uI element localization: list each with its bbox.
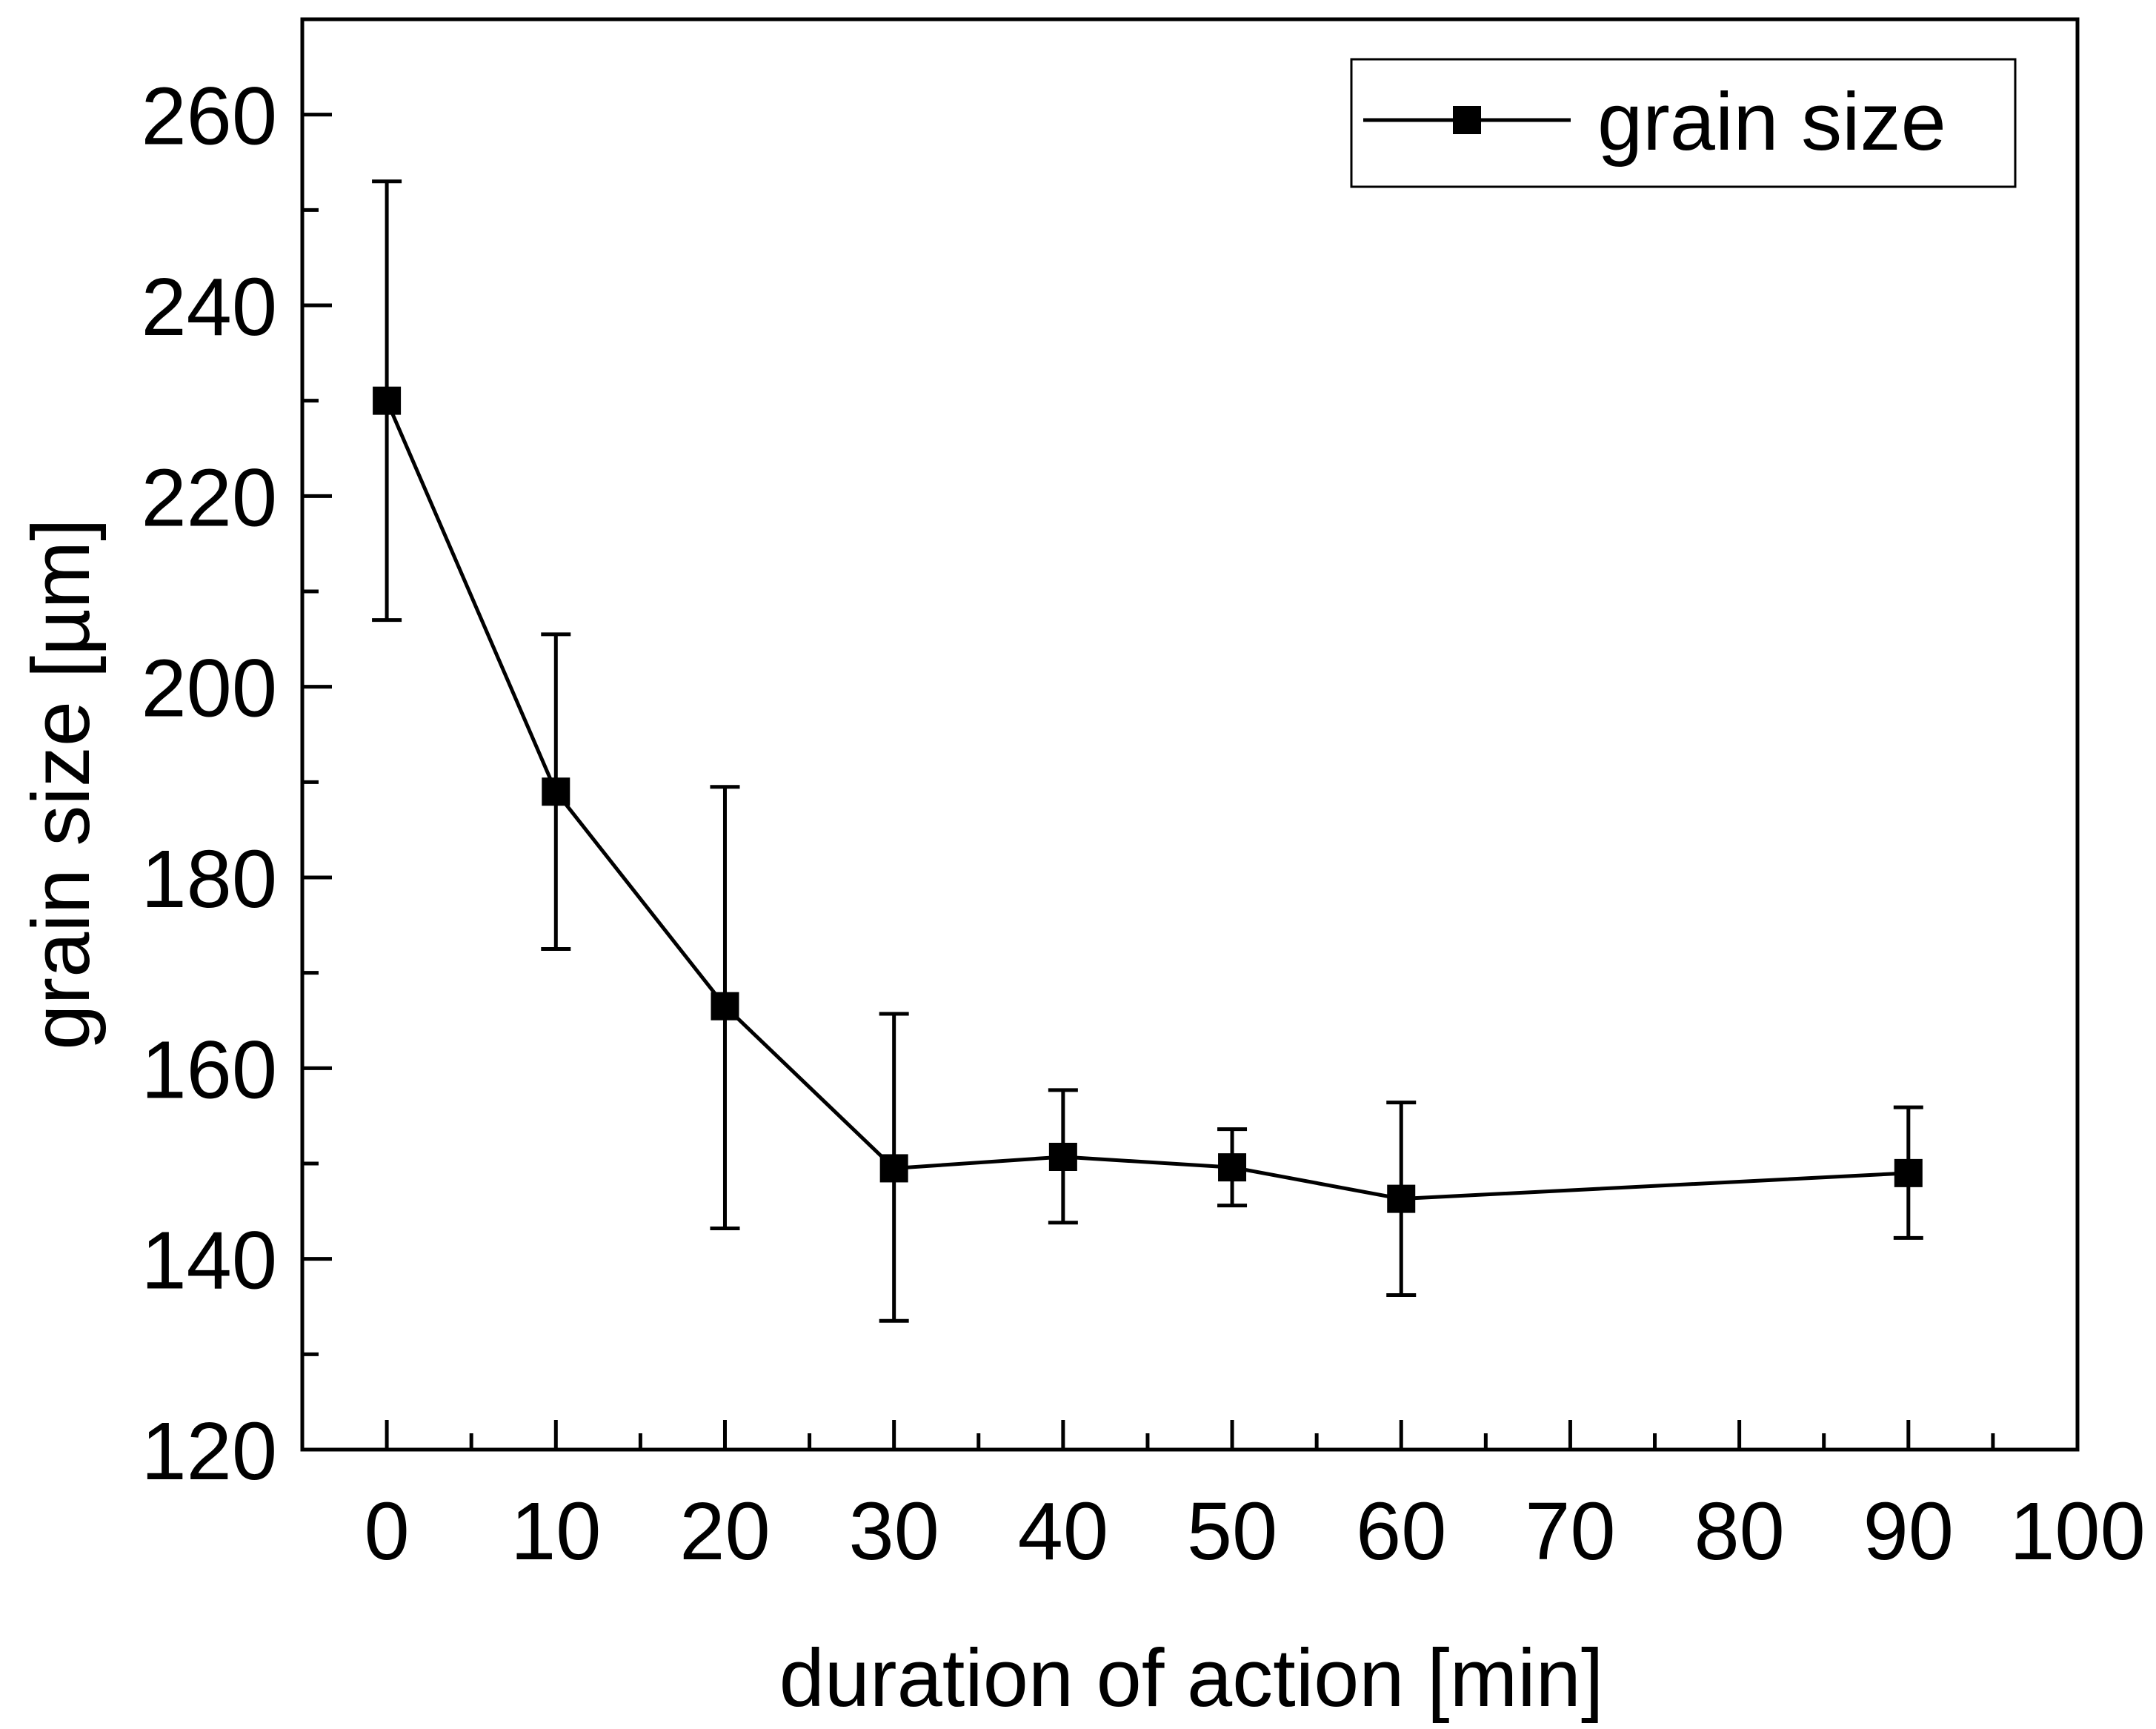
- legend-label: grain size: [1597, 76, 1946, 167]
- y-tick-label: 200: [141, 643, 277, 734]
- legend-marker-swatch: [1453, 106, 1481, 134]
- x-tick-label: 60: [1356, 1486, 1446, 1577]
- y-tick-label: 240: [141, 262, 277, 353]
- x-tick-label: 80: [1694, 1486, 1784, 1577]
- y-tick-label: 260: [141, 71, 277, 162]
- x-tick-label: 30: [848, 1486, 939, 1577]
- data-point: [1894, 1158, 1923, 1187]
- plot-frame: [300, 17, 2080, 1452]
- markers-group: [373, 386, 1923, 1213]
- x-tick-label: 40: [1018, 1486, 1108, 1577]
- x-tick-label: 10: [510, 1486, 601, 1577]
- x-axis-title: duration of action [min]: [779, 1633, 1604, 1724]
- y-tick-label: 180: [141, 834, 277, 925]
- x-tick-label: 70: [1525, 1486, 1615, 1577]
- series-line-group: [385, 399, 1909, 1201]
- x-tick-label: 50: [1187, 1486, 1277, 1577]
- data-point: [1387, 1184, 1416, 1213]
- axes-group: [300, 17, 2080, 1452]
- data-point: [1218, 1153, 1247, 1182]
- x-tick-label: 20: [679, 1486, 770, 1577]
- data-point: [879, 1154, 908, 1183]
- x-tick-label: 100: [2009, 1486, 2146, 1577]
- data-point: [1048, 1142, 1077, 1171]
- data-point: [373, 386, 402, 415]
- y-tick-label: 160: [141, 1024, 277, 1115]
- y-tick-label: 220: [141, 452, 277, 543]
- ticks-group: 0 10 20 30 40 50 60 70 80 90 100 120 140 160 180 200 220…: [141, 71, 2145, 1577]
- y-axis-title: grain size [µm]: [16, 518, 107, 1049]
- error-bars-group: [372, 179, 1923, 1323]
- y-tick-label: 140: [141, 1215, 277, 1307]
- data-point: [711, 992, 739, 1021]
- y-tick-label: 120: [141, 1406, 277, 1497]
- x-tick-label: 90: [1863, 1486, 1954, 1577]
- series-line: [385, 399, 1909, 1201]
- data-point: [542, 777, 570, 806]
- x-tick-label: 0: [365, 1486, 410, 1577]
- legend: grain size: [1350, 58, 2017, 188]
